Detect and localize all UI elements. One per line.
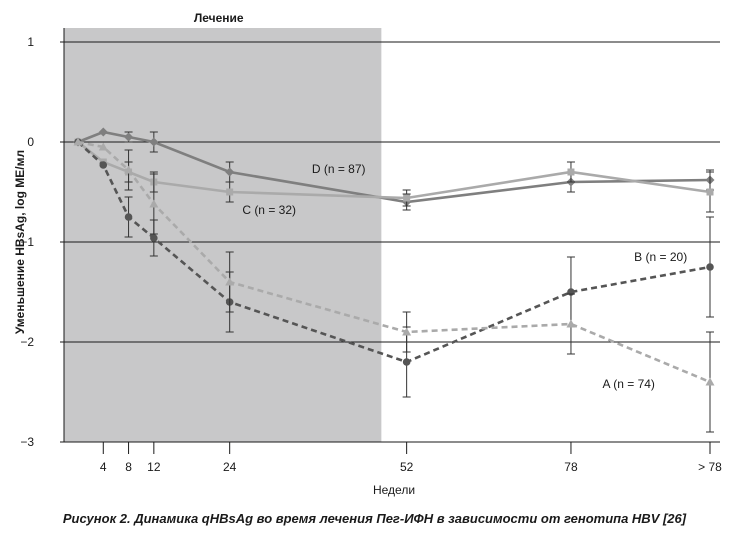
series-line: [77, 130, 711, 204]
data-point: [402, 358, 411, 366]
data-point: [226, 188, 234, 196]
chart: Лечение 1 0 −1 −2 −3 4 8 12 24 52 78 > 78 Недели Умень…: [13, 11, 722, 497]
gridline-layer: [64, 41, 720, 343]
text-layer: Лечение 1 0 −1 −2 −3 4 8 12 24 52 78 > 78 Недели Умень…: [13, 11, 722, 497]
y-tick-label: 0: [27, 135, 34, 149]
x-tick-label: 4: [100, 460, 107, 474]
y-tick-label: −3: [20, 435, 34, 449]
data-point: [98, 142, 108, 151]
series-line: [77, 141, 711, 364]
data-point: [705, 377, 715, 386]
y-tick-label: 1: [27, 35, 34, 49]
series-line: [77, 140, 711, 384]
series-label: A (n = 74): [603, 377, 655, 391]
data-point: [99, 161, 108, 169]
data-point: [402, 327, 412, 336]
y-axis-title: Уменьшение HBsAg, log МЕ/мл: [13, 150, 27, 334]
data-point: [706, 263, 714, 271]
x-tick-label: > 78: [698, 460, 722, 474]
y-tick-label: −2: [20, 335, 34, 349]
shaded-region-layer: [64, 28, 382, 442]
data-point: [150, 234, 158, 242]
x-tick-label: 8: [125, 460, 132, 474]
data-point: [706, 188, 714, 196]
treatment-region: [64, 28, 382, 442]
data-point: [225, 277, 235, 286]
treatment-label: Лечение: [194, 11, 244, 25]
axis-layer: [60, 28, 720, 454]
x-tick-label: 78: [564, 460, 578, 474]
x-tick-label: 12: [147, 460, 161, 474]
data-point: [566, 319, 576, 328]
data-point: [124, 213, 133, 221]
data-point: [149, 137, 159, 147]
data-point: [567, 168, 575, 176]
x-tick-label: 24: [223, 460, 237, 474]
series-line: [77, 140, 711, 200]
series-4: [73, 137, 715, 433]
y-tick-label: −1: [20, 235, 34, 249]
x-tick-label: 52: [400, 460, 414, 474]
x-axis-title: Недели: [373, 483, 415, 497]
series-label: B (n = 20): [634, 250, 687, 264]
data-point: [149, 199, 159, 208]
data-point: [225, 167, 235, 177]
figure-caption: Рисунок 2. Динамика qHBsAg во время лече…: [62, 511, 687, 526]
series-label: C (n = 32): [242, 203, 296, 217]
series-layer: [73, 127, 715, 433]
data-point: [403, 194, 411, 202]
data-point: [124, 165, 134, 174]
data-point: [73, 137, 83, 146]
data-point: [124, 132, 134, 142]
data-point: [98, 127, 108, 137]
series-label: D (n = 87): [312, 162, 366, 176]
